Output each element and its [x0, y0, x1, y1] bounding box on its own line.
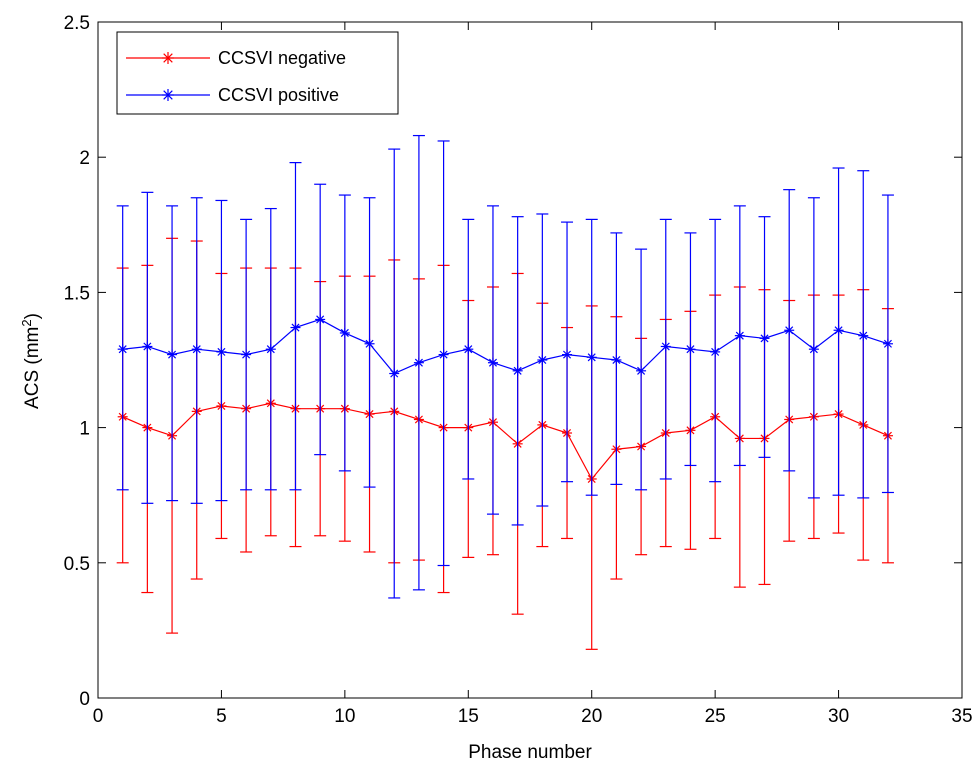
data-point-ccsvi-positive	[463, 344, 474, 355]
axis-ticks: 0 5 10 15 20 25 30 35 0 0.5 1 1.5 2 2.5	[64, 13, 973, 727]
y-tick-label: 2	[79, 148, 90, 169]
data-point-ccsvi-positive	[290, 322, 301, 333]
data-point-ccsvi-positive	[833, 325, 844, 336]
x-tick-label: 5	[216, 706, 227, 727]
legend-item-ccsvi-negative: CCSVI negative	[126, 48, 346, 68]
data-point-ccsvi-positive	[265, 344, 276, 355]
data-point-ccsvi-positive	[660, 341, 671, 352]
data-point-ccsvi-positive	[142, 341, 153, 352]
data-point-ccsvi-positive	[216, 346, 227, 357]
x-tick-label: 15	[458, 706, 479, 727]
y-tick-label: 0	[79, 689, 90, 710]
data-point-ccsvi-positive	[438, 349, 449, 360]
plot-area	[97, 21, 963, 699]
data-point-ccsvi-positive	[512, 365, 523, 376]
data-point-ccsvi-positive	[241, 349, 252, 360]
x-axis-label: Phase number	[468, 742, 592, 763]
data-point-ccsvi-positive	[611, 355, 622, 365]
data-point-ccsvi-positive	[685, 344, 696, 355]
data-point-ccsvi-positive	[537, 355, 548, 365]
y-axis-label-superscript: 2	[19, 319, 34, 326]
legend-asterisk-ccsvi-positive	[162, 89, 174, 101]
legend-label-ccsvi-negative: CCSVI negative	[218, 48, 346, 68]
data-point-ccsvi-positive	[339, 327, 350, 338]
legend-marker-ccsvi-negative	[162, 52, 174, 64]
data-point-ccsvi-positive	[734, 330, 745, 341]
y-axis-label-main: ACS (mm	[22, 327, 43, 409]
data-point-ccsvi-positive	[759, 333, 770, 344]
data-point-ccsvi-positive	[487, 357, 498, 368]
y-tick-label: 2.5	[64, 13, 90, 34]
y-tick-label: 1.5	[64, 283, 90, 304]
y-tick-label: 1	[79, 419, 90, 440]
x-tick-label: 25	[705, 706, 726, 727]
data-point-ccsvi-positive	[413, 357, 424, 368]
data-point-ccsvi-positive	[389, 368, 400, 379]
data-point-ccsvi-positive	[808, 344, 819, 355]
x-tick-label: 35	[951, 706, 972, 727]
data-point-ccsvi-positive	[882, 338, 893, 349]
legend-item-ccsvi-positive: CCSVI positive	[126, 85, 339, 105]
legend-asterisk-ccsvi-negative	[162, 52, 174, 64]
y-axis-label: ACS (mm2)	[19, 313, 43, 409]
legend-marker-ccsvi-positive	[162, 89, 174, 101]
data-point-ccsvi-positive	[191, 344, 202, 355]
data-point-ccsvi-positive	[167, 349, 178, 360]
x-tick-label: 0	[93, 706, 104, 727]
legend-box	[116, 31, 399, 115]
data-point-ccsvi-positive	[562, 349, 573, 360]
x-tick-label: 20	[581, 706, 602, 727]
data-point-ccsvi-positive	[364, 338, 375, 349]
legend-label-ccsvi-positive: CCSVI positive	[218, 85, 339, 105]
y-tick-label: 0.5	[64, 554, 90, 575]
data-point-ccsvi-positive	[117, 344, 128, 355]
data-point-ccsvi-positive	[315, 314, 326, 325]
x-tick-label: 30	[828, 706, 849, 727]
data-point-ccsvi-positive	[636, 365, 647, 376]
series-layer	[116, 134, 894, 650]
data-point-ccsvi-positive	[710, 346, 721, 357]
series-ccsvi-positive	[116, 134, 894, 599]
data-point-ccsvi-positive	[858, 330, 869, 341]
x-tick-label: 10	[334, 706, 355, 727]
data-point-ccsvi-positive	[586, 352, 597, 363]
y-axis-label-tail: )	[22, 313, 43, 319]
legend: CCSVI negative CCSVI positive	[116, 31, 399, 115]
data-point-ccsvi-positive	[784, 325, 795, 336]
